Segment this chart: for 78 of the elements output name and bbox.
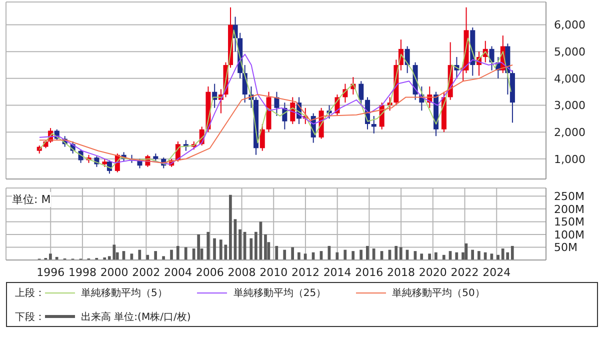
bar	[428, 254, 431, 260]
y-tick-label: 2,000	[554, 126, 586, 139]
bar	[490, 254, 494, 260]
bar	[138, 250, 142, 260]
x-tick-label: 2000	[100, 266, 128, 279]
bar	[264, 234, 267, 260]
candlestick	[358, 80, 364, 106]
bar	[360, 250, 362, 260]
bar	[478, 251, 480, 260]
bar	[176, 246, 180, 260]
x-tick-label: 2004	[164, 266, 192, 279]
candlestick	[371, 115, 376, 134]
x-tick-label: 2002	[132, 266, 160, 279]
y-tick-label: 4,000	[554, 72, 586, 86]
bar	[154, 251, 158, 260]
bar	[206, 232, 210, 260]
bar	[250, 238, 253, 260]
bar	[162, 256, 165, 260]
legend-label: 単純移動平均（25）	[233, 286, 326, 300]
bar	[275, 246, 278, 260]
y-tick-label: 250M	[554, 190, 584, 204]
bar	[213, 238, 216, 260]
bar	[146, 254, 150, 260]
legend-title: 下段：	[15, 310, 45, 324]
legend-label: 単純移動平均（5）	[81, 286, 168, 300]
bar	[130, 254, 134, 260]
bar	[298, 252, 300, 260]
y-tick-label: 50M	[554, 241, 578, 254]
y-tick-label: 150M	[554, 216, 584, 229]
candlestick	[274, 91, 280, 116]
candlestick	[404, 46, 410, 74]
bar	[471, 250, 474, 260]
x-tick-label: 2022	[450, 266, 479, 279]
x-tick-label: 2010	[260, 266, 288, 279]
bar	[344, 250, 347, 260]
candlestick	[260, 124, 265, 152]
bar	[496, 254, 500, 260]
y-tick-label: 3,000	[554, 99, 586, 112]
bar	[352, 251, 355, 260]
x-tick-label: 2018	[387, 266, 416, 279]
annotation: 単位: M	[12, 192, 51, 207]
bar	[394, 246, 398, 260]
bar	[510, 246, 514, 260]
bar	[336, 252, 339, 260]
y-tick-label: 6,000	[554, 18, 586, 32]
legend-label: 単純移動平均（50）	[392, 286, 485, 300]
candlestick	[489, 46, 494, 71]
bar	[170, 250, 173, 260]
x-tick-label: 2008	[228, 266, 256, 279]
bar	[197, 234, 200, 260]
bar	[442, 254, 446, 260]
x-tick-label: 2016	[355, 266, 384, 279]
bar	[420, 254, 424, 260]
bar	[291, 247, 294, 260]
y-tick-label: 5,000	[554, 46, 586, 59]
x-tick-label: 2020	[418, 266, 447, 279]
y-tick-label: 200M	[554, 202, 584, 216]
legend-title: 上段：	[15, 286, 45, 300]
y-tick-label: 1,000	[554, 152, 586, 166]
legend-label: 出来高 単位:(M株/口/枚)	[81, 310, 191, 324]
bar	[229, 194, 232, 260]
x-tick-label: 2014	[323, 266, 352, 279]
x-tick-label: 2006	[196, 266, 224, 279]
y-tick-label: 100M	[554, 228, 584, 242]
bar	[238, 229, 242, 260]
x-tick-label: 1996	[36, 266, 65, 279]
x-tick-label: 2024	[482, 266, 511, 279]
bar	[184, 247, 188, 260]
bar	[49, 254, 52, 260]
bar	[254, 232, 258, 260]
x-tick-label: 2012	[291, 266, 320, 279]
x-tick-label: 1998	[68, 266, 96, 279]
bar	[455, 252, 458, 260]
bar	[434, 252, 438, 260]
bar	[399, 247, 402, 260]
bar	[366, 246, 369, 260]
candlestick	[290, 96, 296, 125]
bar	[283, 250, 286, 260]
